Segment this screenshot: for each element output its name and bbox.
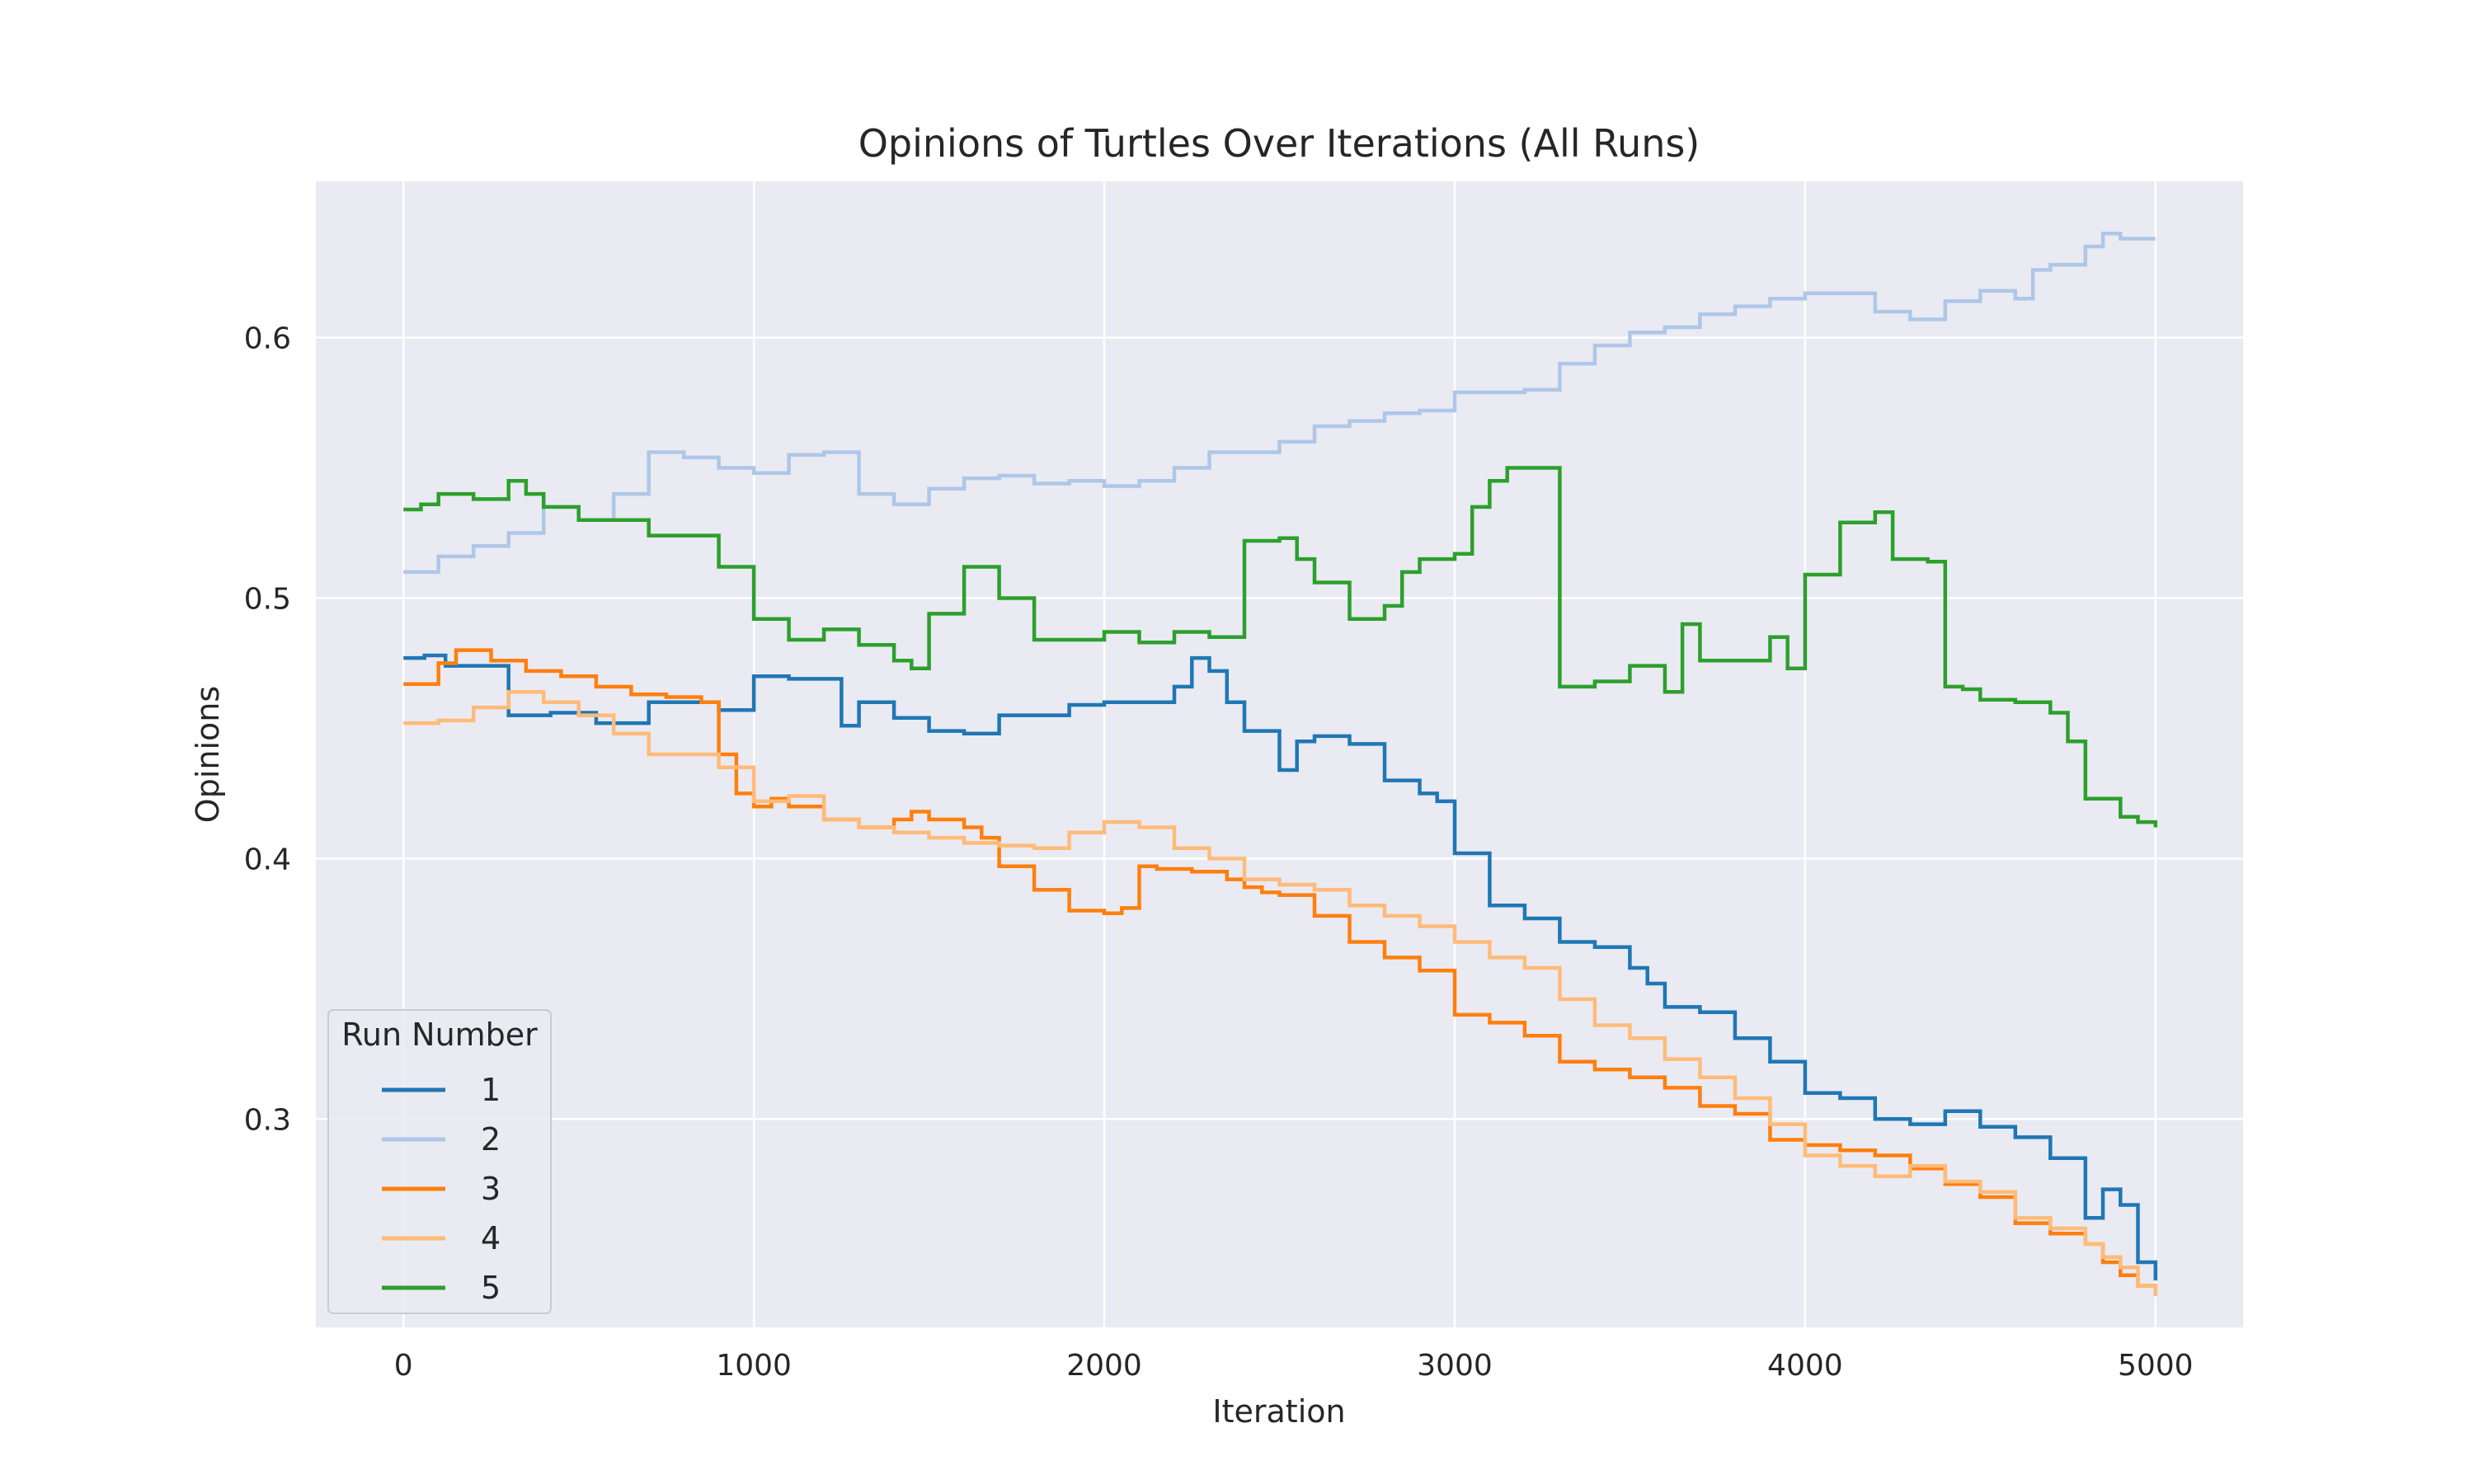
y-tick-label: 0.4 xyxy=(244,843,291,876)
x-tick-label: 4000 xyxy=(1767,1349,1843,1383)
legend-entry: 3 xyxy=(481,1171,501,1207)
x-tick-label: 1000 xyxy=(716,1349,792,1383)
y-tick-label: 0.6 xyxy=(244,322,291,356)
x-tick-label: 0 xyxy=(394,1349,413,1383)
y-tick-label: 0.3 xyxy=(244,1103,291,1137)
chart-title: Opinions of Turtles Over Iterations (All… xyxy=(858,121,1700,166)
x-tick-label: 3000 xyxy=(1417,1349,1493,1383)
x-tick-label: 2000 xyxy=(1066,1349,1142,1383)
x-axis-label: Iteration xyxy=(1212,1393,1345,1430)
series-lines xyxy=(403,231,2158,1297)
y-tick-label: 0.5 xyxy=(244,582,291,616)
x-tick-labels: 0 1000 2000 3000 4000 5000 xyxy=(394,1349,2194,1383)
legend-entry: 2 xyxy=(481,1121,501,1158)
series-line-run-1 xyxy=(403,653,2158,1281)
series-line-run-2 xyxy=(403,231,2156,575)
y-axis-label: Opinions xyxy=(190,686,226,823)
legend-items: 1 2 3 4 5 xyxy=(382,1072,501,1306)
y-tick-labels: 0.3 0.4 0.5 0.6 xyxy=(244,322,291,1138)
series-line-run-5 xyxy=(403,466,2158,828)
legend-entry: 5 xyxy=(481,1270,501,1306)
legend-entry: 1 xyxy=(481,1072,501,1108)
legend: Run Number 1 2 3 4 5 xyxy=(327,1009,552,1314)
legend-title: Run Number xyxy=(341,1017,538,1053)
legend-box xyxy=(327,1009,552,1314)
legend-entry: 4 xyxy=(481,1220,501,1256)
gridlines xyxy=(316,181,2243,1327)
series-line-run-4 xyxy=(403,689,2158,1297)
x-tick-label: 5000 xyxy=(2118,1349,2194,1383)
